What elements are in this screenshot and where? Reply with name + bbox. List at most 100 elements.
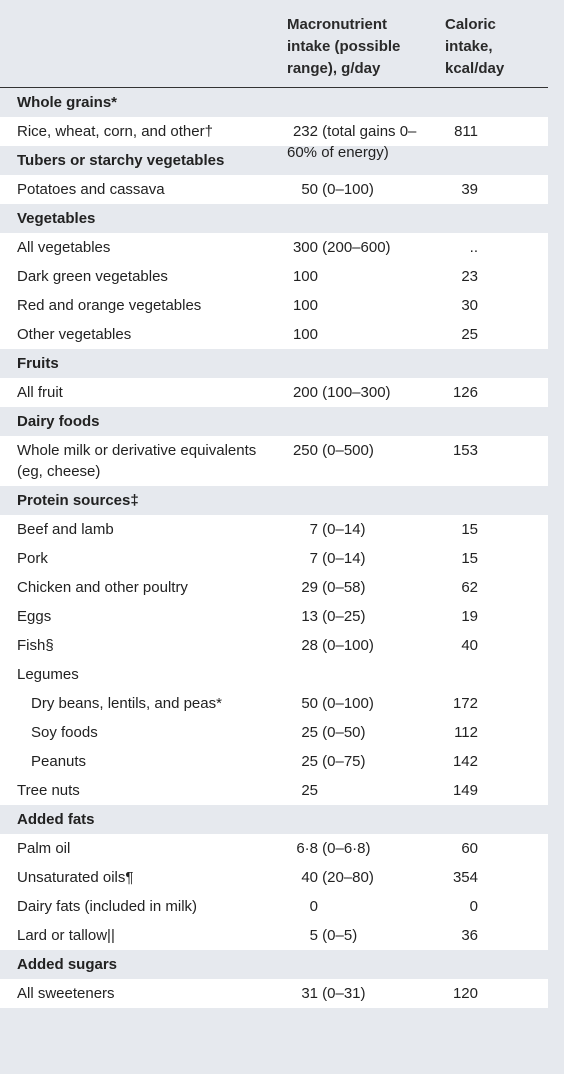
calories: 0 <box>469 898 478 915</box>
food-item: Red and orange vegetables <box>17 297 202 314</box>
intake: 50 (0–100) <box>301 181 374 198</box>
calories: 19 <box>461 608 478 625</box>
food-item: Palm oil <box>17 840 71 857</box>
calories: 15 <box>461 521 478 538</box>
intake: 25 (0–50) <box>301 724 366 741</box>
section-title: Tubers or starchy vegetables <box>17 152 225 169</box>
food-item: Beef and lamb <box>17 521 114 538</box>
intake: 25 (0–75) <box>301 753 366 770</box>
data-row: Unsaturated oils¶ 40 (20–80) 354 <box>0 863 548 892</box>
intake: 13 (0–25) <box>301 608 366 625</box>
food-item: Soy foods <box>31 724 98 741</box>
food-item: Dry beans, lentils, and peas* <box>31 695 222 712</box>
intake: 300 (200–600) <box>292 239 391 256</box>
data-row: Palm oil 6·8 (0–6·8) 60 <box>0 834 548 863</box>
calories: 354 <box>452 869 478 886</box>
food-item: Rice, wheat, corn, and other† <box>17 123 213 140</box>
section-row: Protein sources‡ <box>0 486 548 515</box>
section-title: Dairy foods <box>17 413 100 430</box>
food-item: Fish§ <box>17 637 54 654</box>
intake: 28 (0–100) <box>301 637 374 654</box>
data-row: Pork 7 (0–14) 15 <box>0 544 548 573</box>
data-row: Chicken and other poultry 29 (0–58) 62 <box>0 573 548 602</box>
calories: 40 <box>461 637 478 654</box>
intake: 7 (0–14) <box>309 550 366 567</box>
data-row: Peanuts 25 (0–75) 142 <box>0 747 548 776</box>
section-row: Added fats <box>0 805 548 834</box>
section-title: Whole grains* <box>17 94 118 111</box>
data-row: Potatoes and cassava 50 (0–100) 39 <box>0 175 548 204</box>
section-row: Fruits <box>0 349 548 378</box>
data-row: Fish§ 28 (0–100) 40 <box>0 631 548 660</box>
calories: 811 <box>454 123 478 140</box>
food-item: Legumes <box>17 666 79 683</box>
calories: 120 <box>452 985 478 1002</box>
data-row: Beef and lamb 7 (0–14) 15 <box>0 515 548 544</box>
data-row: All vegetables 300 (200–600).. <box>0 233 548 262</box>
intake: 250 (0–500) <box>292 442 374 459</box>
intake: 200 (100–300) <box>292 384 391 401</box>
data-row: Dairy fats (included in milk) 0 0 <box>0 892 548 921</box>
food-item: Peanuts <box>31 753 87 770</box>
intake: 29 (0–58) <box>301 579 366 596</box>
intake: 50 (0–100) <box>301 695 374 712</box>
calories: 23 <box>461 268 478 285</box>
data-row: Dry beans, lentils, and peas* 50 (0–100) 1… <box>0 689 548 718</box>
data-row: Dark green vegetables 100 23 <box>0 262 548 291</box>
data-row: Soy foods 25 (0–50) 112 <box>0 718 548 747</box>
calories: 112 <box>454 724 478 741</box>
calories: 60 <box>461 840 478 857</box>
section-row: Whole grains* <box>0 88 548 117</box>
data-row: Red and orange vegetables 100 30 <box>0 291 548 320</box>
section-row: Added sugars <box>0 950 548 979</box>
intake: 6·8 (0–6·8) <box>296 840 371 857</box>
intake: 5 (0–5) <box>309 927 358 944</box>
section-title: Added fats <box>17 811 95 828</box>
section-row: Dairy foods <box>0 407 548 436</box>
data-row: Rice, wheat, corn, and other† 232 (total … <box>0 117 548 161</box>
section-title: Fruits <box>17 355 59 372</box>
calories: 142 <box>452 753 478 770</box>
data-row: Legumes <box>0 660 548 689</box>
intake: 0 <box>309 898 318 915</box>
food-item: Other vegetables <box>17 326 132 343</box>
column-header: Caloric intake, kcal/day <box>445 16 505 77</box>
calories: 149 <box>452 782 478 799</box>
data-row: Eggs 13 (0–25) 19 <box>0 602 548 631</box>
food-item: All sweeteners <box>17 985 115 1002</box>
food-item: All fruit <box>17 384 63 401</box>
calories: 39 <box>461 181 478 198</box>
section-row: Tubers or starchy vegetables <box>0 146 548 175</box>
calories: 172 <box>452 695 478 712</box>
food-item: Potatoes and cassava <box>17 181 165 198</box>
food-item: Chicken and other poultry <box>17 579 188 596</box>
calories: 153 <box>452 442 478 459</box>
food-item: Dairy fats (included in milk) <box>17 898 198 915</box>
intake: 232 (total gains 0–60% of energy) <box>287 123 417 161</box>
calories: 62 <box>461 579 478 596</box>
data-row: All sweeteners 31 (0–31) 120 <box>0 979 548 1008</box>
intake: 100 <box>292 297 318 314</box>
section-title: Protein sources‡ <box>17 492 139 509</box>
data-row: Whole milk or derivative equivalents (eg… <box>0 436 548 486</box>
table-header: Macronutrient intake (possible range), g… <box>0 0 548 88</box>
food-item: Lard or tallow|| <box>17 927 115 944</box>
data-row: All fruit 200 (100–300) 126 <box>0 378 548 407</box>
calories: 30 <box>461 297 478 314</box>
intake: 31 (0–31) <box>301 985 366 1002</box>
calories: 25 <box>461 326 478 343</box>
calories: 36 <box>461 927 478 944</box>
intake: 25 <box>301 782 318 799</box>
intake: 40 (20–80) <box>301 869 374 886</box>
section-row: Vegetables <box>0 204 548 233</box>
food-item: Dark green vegetables <box>17 268 168 285</box>
food-item: Whole milk or derivative equivalents (eg… <box>17 442 257 480</box>
food-item: Eggs <box>17 608 52 625</box>
calories: 15 <box>461 550 478 567</box>
calories: 126 <box>452 384 478 401</box>
food-item: Pork <box>17 550 48 567</box>
intake: 100 <box>292 268 318 285</box>
food-item: Unsaturated oils¶ <box>17 869 134 886</box>
data-row: Tree nuts 25 149 <box>0 776 548 805</box>
